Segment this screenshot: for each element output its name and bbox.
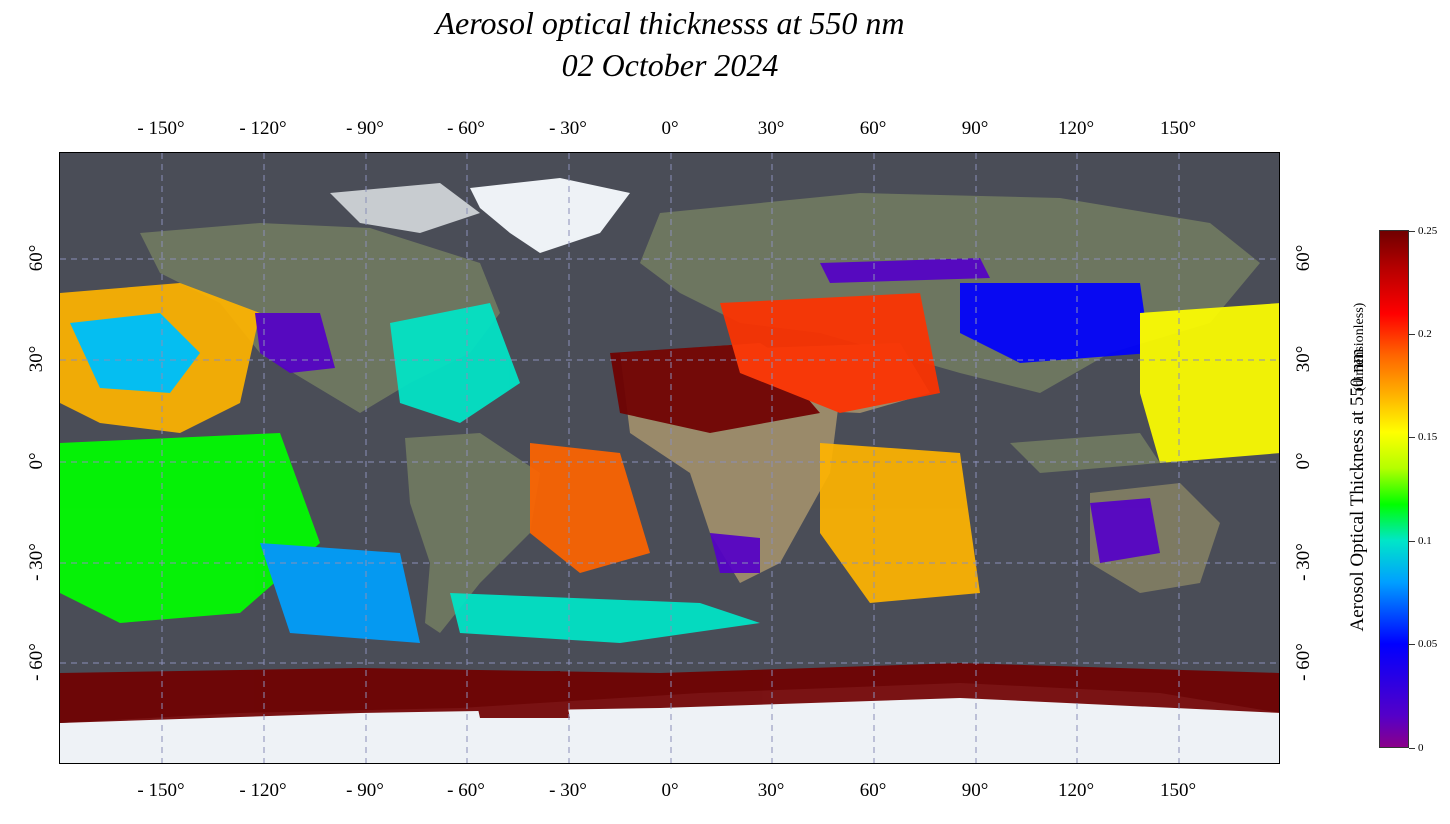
colorbar-tick-label: 0 — [1418, 742, 1424, 754]
aerosol-patch-southern-ocean — [450, 593, 760, 643]
lon-tick-top: 60° — [859, 118, 887, 139]
lon-tick-top: 90° — [961, 118, 989, 139]
lon-tick-bottom: 150° — [1159, 780, 1197, 801]
lon-tick-top: 150° — [1159, 118, 1197, 139]
south-america — [405, 433, 540, 633]
aerosol-patch-mideast — [720, 293, 940, 413]
lon-tick-bottom: - 30° — [549, 780, 587, 801]
lat-tick-right: 0° — [1293, 452, 1314, 470]
colorbar-tick — [1409, 748, 1415, 749]
lon-tick-bottom: - 90° — [346, 780, 384, 801]
maritime-continent — [1010, 433, 1160, 473]
colorbar-tick-label: 0.15 — [1418, 431, 1438, 443]
lat-tick-right: - 30° — [1293, 543, 1314, 581]
colorbar — [1379, 230, 1409, 748]
colorbar-tick-label: 0.05 — [1418, 638, 1438, 650]
lat-tick-left: 0° — [26, 452, 47, 470]
lon-tick-bottom: 30° — [757, 780, 785, 801]
colorbar-tick-label: 0.2 — [1418, 328, 1432, 340]
aerosol-patch-south-atlantic — [530, 443, 650, 573]
aerosol-patch-weddell — [470, 671, 570, 718]
colorbar-tick — [1409, 334, 1415, 335]
lon-tick-top: - 30° — [549, 118, 587, 139]
colorbar-tick-label: 0.1 — [1418, 535, 1432, 547]
lon-tick-bottom: 60° — [859, 780, 887, 801]
colorbar-tick-label: 0.25 — [1418, 225, 1438, 237]
colorbar-tick — [1409, 644, 1415, 645]
lat-tick-left: - 30° — [26, 543, 47, 581]
antarctica-ice — [60, 683, 1279, 763]
lon-tick-top: 0° — [661, 118, 679, 139]
arctic-islands — [330, 183, 480, 233]
lat-tick-right: 30° — [1293, 345, 1314, 373]
aerosol-patch-southern-africa — [710, 533, 760, 573]
lon-tick-bottom: 0° — [661, 780, 679, 801]
lon-tick-top: - 90° — [346, 118, 384, 139]
aerosol-patch-siberia — [820, 258, 990, 283]
aerosol-overlay — [60, 258, 1279, 723]
colorbar-tick — [1409, 231, 1415, 232]
lon-tick-bottom: - 120° — [239, 780, 287, 801]
aerosol-patch-australia — [1090, 498, 1160, 563]
aerosol-patch-south-pacific — [260, 543, 420, 643]
graticule — [60, 153, 1279, 763]
lat-tick-right: - 60° — [1293, 643, 1314, 681]
aerosol-patch-east-asia — [960, 283, 1150, 363]
greenland-ice — [470, 178, 630, 253]
lon-tick-top: - 150° — [137, 118, 185, 139]
lon-tick-top: 30° — [757, 118, 785, 139]
lat-tick-left: 30° — [26, 345, 47, 373]
lon-tick-bottom: 90° — [961, 780, 989, 801]
lon-tick-bottom: - 150° — [137, 780, 185, 801]
aerosol-patch-atlantic — [390, 303, 520, 423]
aerosol-patch-north-pacific-cyan — [70, 313, 200, 393]
lon-tick-bottom: 120° — [1057, 780, 1095, 801]
lat-tick-left: 60° — [26, 244, 47, 272]
lon-tick-bottom: - 60° — [447, 780, 485, 801]
lon-tick-top: 120° — [1057, 118, 1095, 139]
lon-tick-top: - 60° — [447, 118, 485, 139]
aerosol-patch-indian-ocean — [820, 443, 980, 603]
map-title: Aerosol optical thicknesss at 550 nm — [435, 5, 905, 41]
lat-tick-left: - 60° — [26, 643, 47, 681]
lat-tick-right: 60° — [1293, 244, 1314, 272]
aerosol-patch-central-pacific — [60, 433, 320, 623]
lon-tick-top: - 120° — [239, 118, 287, 139]
colorbar-tick — [1409, 541, 1415, 542]
aerosol-band-antarctic — [60, 663, 1279, 723]
map-svg — [60, 153, 1279, 763]
aerosol-map — [59, 152, 1280, 764]
map-date: 02 October 2024 — [561, 47, 779, 83]
aerosol-patch-west-pacific — [1140, 303, 1279, 463]
colorbar-unit: (dimensionless) — [1352, 302, 1367, 392]
aerosol-patch-us-west — [255, 313, 335, 373]
colorbar-tick — [1409, 437, 1415, 438]
